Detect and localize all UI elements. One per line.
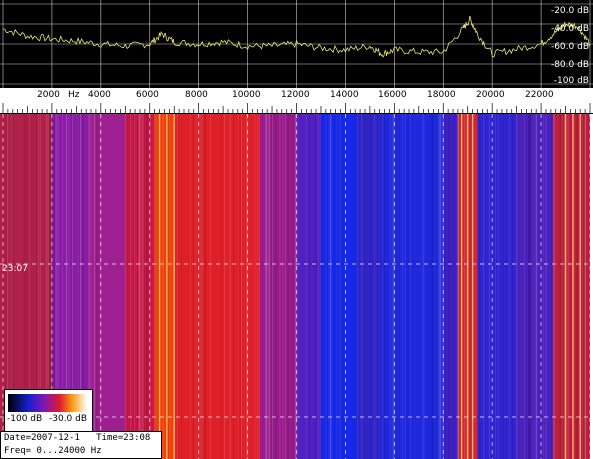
waterfall-band	[357, 114, 383, 459]
spectrum-trace	[3, 15, 591, 58]
waterfall-band	[174, 114, 260, 459]
freq-unit: Hz	[90, 446, 102, 456]
info-freq-row: Freq= 0...24000 Hz	[4, 446, 102, 456]
waterfall-band	[320, 114, 358, 459]
info-date-row: Date=2007-12-1 Time=23:08	[4, 433, 150, 443]
tick-label-18000: 18000	[427, 90, 456, 100]
waterfall-band	[382, 114, 444, 459]
date-label: Date=	[4, 433, 32, 443]
tick-label-22000: 22000	[525, 90, 554, 100]
spectrum-svg	[0, 0, 593, 88]
db-label-minus60: -60.0 dB	[550, 42, 589, 52]
db-label-minus40: -40.0 dB	[550, 24, 589, 34]
date-value: 2007-12-1	[31, 433, 80, 443]
freq-label: Freq=	[4, 446, 32, 456]
waterfall-band	[443, 114, 458, 459]
color-scale-bar	[8, 394, 87, 412]
spectrum-plot: -20.0 dB -40.0 dB -60.0 dB -80.0 dB -100…	[0, 0, 593, 88]
tick-label-14000: 14000	[330, 90, 359, 100]
time-value: 23:08	[123, 433, 151, 443]
tick-label-4000: 4000	[88, 90, 111, 100]
frequency-axis: 2000 Hz 4000 6000 8000 10000 12000 14000…	[0, 88, 593, 114]
waterfall-band	[553, 114, 590, 459]
waterfall-band	[516, 114, 554, 459]
waterfall-band	[477, 114, 517, 459]
color-scale-legend: -100 dB -30.0 dB	[4, 389, 93, 433]
tick-label-8000: 8000	[185, 90, 208, 100]
tick-label-2000: 2000	[37, 90, 60, 100]
db-label-minus20: -20.0 dB	[550, 6, 589, 16]
db-label-minus80: -80.0 dB	[550, 60, 589, 70]
time-label: Time=	[96, 433, 124, 443]
legend-high-label: -30.0 dB	[49, 414, 88, 424]
waterfall-band	[154, 114, 175, 459]
tick-label-12000: 12000	[281, 90, 310, 100]
tick-label-6000: 6000	[136, 90, 159, 100]
waterfall-band	[88, 114, 126, 459]
tick-label-10000: 10000	[232, 90, 261, 100]
tick-label-16000: 16000	[378, 90, 407, 100]
tick-label-20000: 20000	[476, 90, 505, 100]
legend-low-label: -100 dB	[7, 414, 43, 424]
waterfall-band	[259, 114, 297, 459]
time-marker-label: 23:07	[2, 264, 28, 274]
freq-range-value: 0...24000	[36, 446, 86, 456]
frequency-ticks	[0, 103, 593, 114]
info-box: Date=2007-12-1 Time=23:08 Freq= 0...2400…	[0, 431, 162, 459]
waterfall-band	[0, 114, 3, 459]
waterfall-band	[296, 114, 321, 459]
axis-unit-label: Hz	[68, 90, 80, 100]
db-label-minus100: -100 dB	[553, 76, 589, 86]
